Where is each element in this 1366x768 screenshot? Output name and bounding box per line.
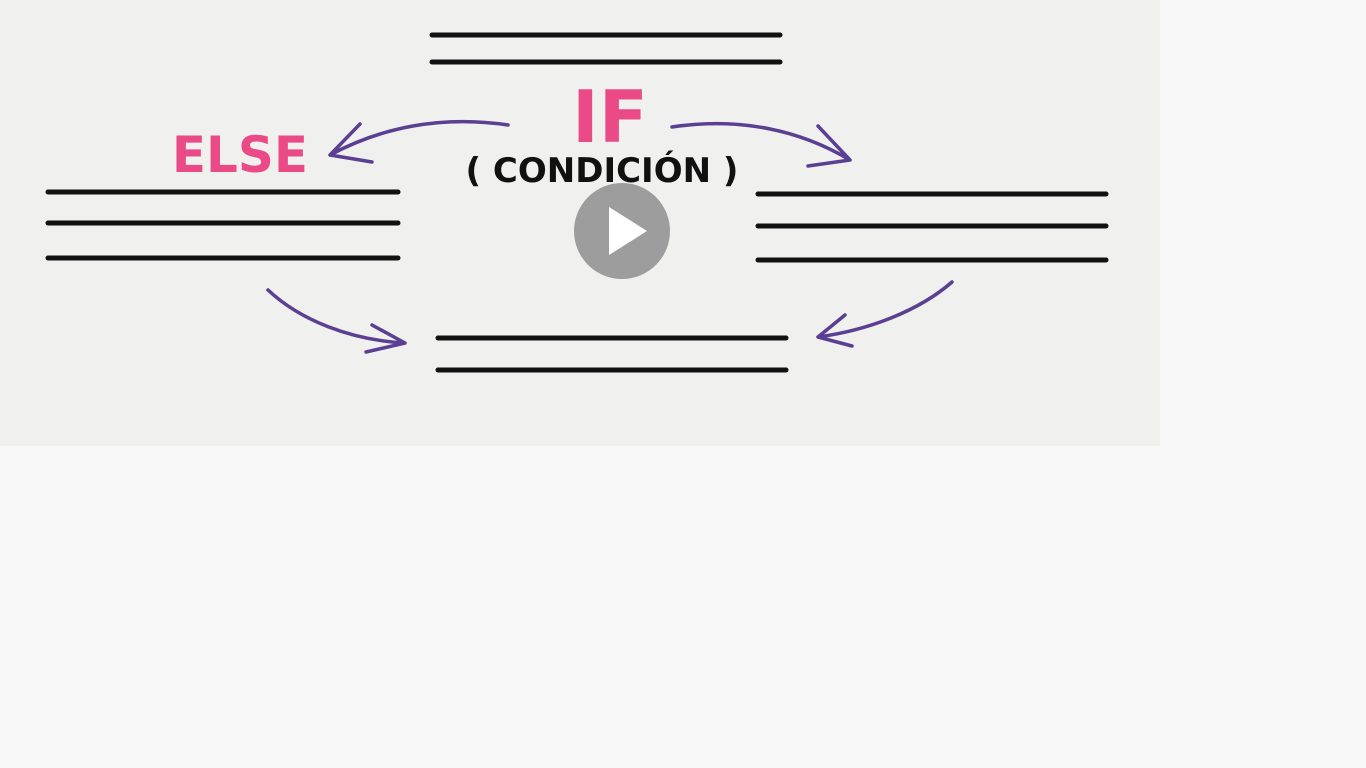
video-player: IF ( CONDICIÓN ) ELSE — [0, 0, 1160, 446]
diagram-lines — [45, 32, 1109, 373]
arrow — [670, 121, 852, 168]
arrow — [328, 119, 510, 164]
play-icon[interactable] — [609, 207, 647, 255]
if-label: IF — [572, 75, 648, 159]
else-label: ELSE — [172, 126, 308, 184]
condition-label: ( CONDICIÓN ) — [466, 150, 739, 191]
arrow — [266, 288, 407, 354]
arrow — [816, 280, 954, 348]
play-button[interactable] — [574, 183, 670, 279]
arrows — [266, 119, 954, 354]
